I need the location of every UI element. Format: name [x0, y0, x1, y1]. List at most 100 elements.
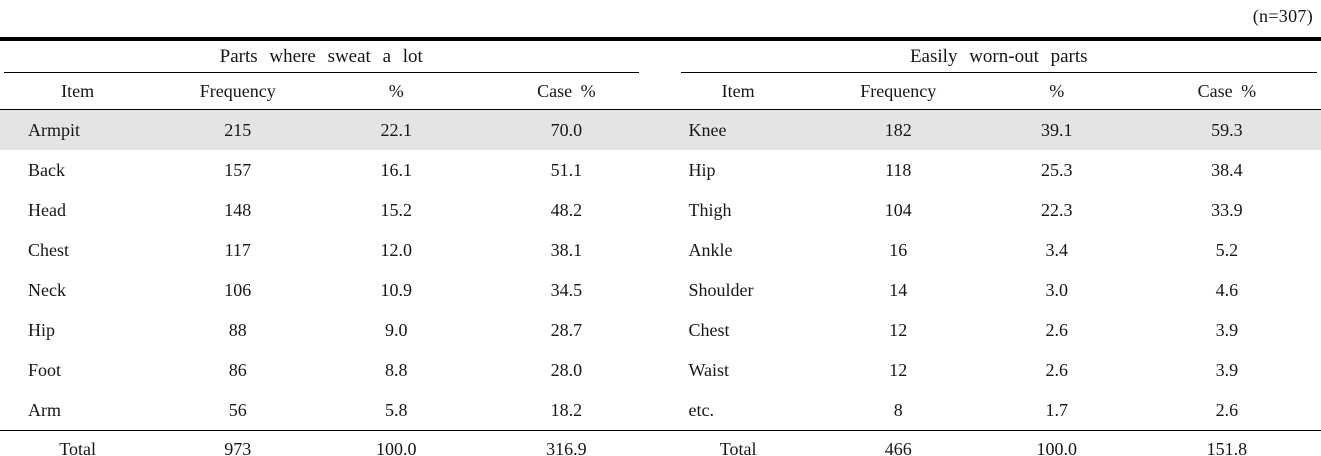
cell-case-percent: 4.6	[1215, 279, 1239, 300]
cell-percent: 12.0	[380, 239, 413, 260]
total-label: Total	[660, 430, 816, 456]
cell-percent: 10.9	[380, 279, 413, 300]
column-header-row: Item Frequency % Case %	[660, 73, 1321, 110]
cell-percent: 8.8	[385, 359, 408, 380]
table-row: Head 148 15.2 48.2	[0, 190, 661, 230]
cell-frequency: 106	[224, 279, 252, 300]
cell-frequency: 88	[228, 319, 247, 340]
col-header-percent: %	[320, 73, 473, 110]
cell-item: Chest	[688, 319, 730, 340]
total-row: Total 466 100.0 151.8	[660, 430, 1321, 456]
section-worn-out-parts: Easily worn-out parts Item Frequency % C…	[660, 41, 1321, 456]
worn-out-parts-table: Item Frequency % Case % Knee 182 39.1 59…	[660, 73, 1321, 456]
section-title-sweat: Parts where sweat a lot	[4, 41, 639, 73]
table-row: Shoulder 14 3.0 4.6	[661, 270, 1321, 310]
cell-frequency: 12	[889, 319, 908, 340]
cell-percent: 5.8	[385, 399, 408, 420]
cell-item: Hip	[688, 159, 716, 180]
cell-percent: 3.0	[1045, 279, 1069, 300]
cell-frequency: 104	[884, 199, 912, 220]
cell-percent: 22.1	[380, 119, 413, 140]
cell-item: Shoulder	[688, 279, 754, 300]
cell-frequency: 8	[893, 399, 903, 420]
table-row: Arm 56 5.8 18.2	[0, 390, 661, 431]
table-row: Thigh 104 22.3 33.9	[661, 190, 1321, 230]
cell-case-percent: 18.2	[550, 399, 583, 420]
table-row: Chest 12 2.6 3.9	[661, 310, 1321, 350]
cell-case-percent: 70.0	[550, 119, 583, 140]
cell-item: Back	[28, 159, 65, 180]
cell-percent: 2.6	[1045, 359, 1069, 380]
cell-case-percent: 28.7	[550, 319, 583, 340]
total-frequency: 973	[155, 430, 321, 456]
cell-item: Armpit	[28, 119, 80, 140]
column-header-row: Item Frequency % Case %	[0, 73, 661, 110]
table-row: Armpit 215 22.1 70.0	[0, 109, 661, 150]
cell-item: Chest	[28, 239, 70, 260]
cell-item: Foot	[28, 359, 62, 380]
section-title-worn-out: Easily worn-out parts	[680, 41, 1317, 73]
section-sweat-parts: Parts where sweat a lot Item Frequency %…	[0, 41, 661, 456]
cell-percent: 16.1	[380, 159, 413, 180]
cell-frequency: 182	[884, 119, 912, 140]
cell-frequency: 148	[224, 199, 252, 220]
cell-case-percent: 2.6	[1215, 399, 1239, 420]
table-row: Back 157 16.1 51.1	[0, 150, 661, 190]
cell-percent: 22.3	[1041, 199, 1073, 220]
total-frequency: 466	[815, 430, 981, 456]
cell-percent: 1.7	[1045, 399, 1069, 420]
cell-case-percent: 33.9	[1211, 199, 1243, 220]
cell-frequency: 16	[889, 239, 908, 260]
cell-case-percent: 48.2	[550, 199, 583, 220]
total-case-percent: 151.8	[1132, 430, 1321, 456]
cell-item: Arm	[28, 399, 61, 420]
cell-item: Hip	[28, 319, 55, 340]
col-header-item: Item	[0, 73, 156, 110]
table-row: Ankle 16 3.4 5.2	[661, 230, 1321, 270]
cell-case-percent: 5.2	[1215, 239, 1239, 260]
cell-item: Knee	[688, 119, 727, 140]
cell-item: Thigh	[688, 199, 732, 220]
total-percent: 100.0	[980, 430, 1133, 456]
cell-item: Head	[28, 199, 66, 220]
table-row: etc. 8 1.7 2.6	[661, 390, 1321, 431]
table-row: Waist 12 2.6 3.9	[661, 350, 1321, 390]
col-header-item: Item	[660, 73, 816, 110]
col-header-case-percent: Case %	[472, 73, 661, 110]
table-row: Foot 86 8.8 28.0	[0, 350, 661, 390]
total-percent: 100.0	[320, 430, 473, 456]
total-row: Total 973 100.0 316.9	[0, 430, 661, 456]
cell-item: Ankle	[688, 239, 733, 260]
sample-size-note: (n=307)	[1252, 6, 1313, 26]
cell-case-percent: 28.0	[550, 359, 583, 380]
cell-frequency: 14	[889, 279, 908, 300]
cell-item: Neck	[28, 279, 66, 300]
cell-case-percent: 34.5	[550, 279, 583, 300]
cell-frequency: 118	[885, 159, 912, 180]
cell-item: etc.	[688, 399, 714, 420]
table-row: Hip 88 9.0 28.7	[0, 310, 661, 350]
cell-frequency: 117	[224, 239, 251, 260]
cell-frequency: 157	[224, 159, 252, 180]
table-row: Neck 106 10.9 34.5	[0, 270, 661, 310]
cell-frequency: 56	[228, 399, 247, 420]
table-row: Chest 117 12.0 38.1	[0, 230, 661, 270]
col-header-frequency: Frequency	[155, 73, 321, 110]
cell-case-percent: 51.1	[550, 159, 583, 180]
total-label: Total	[0, 430, 156, 456]
cell-percent: 9.0	[385, 319, 408, 340]
total-case-percent: 316.9	[472, 430, 661, 456]
cell-percent: 2.6	[1045, 319, 1069, 340]
cell-frequency: 86	[228, 359, 247, 380]
table-row: Hip 118 25.3 38.4	[661, 150, 1321, 190]
cell-percent: 3.4	[1045, 239, 1069, 260]
cell-item: Waist	[688, 359, 730, 380]
cell-case-percent: 38.1	[550, 239, 583, 260]
cell-percent: 15.2	[380, 199, 413, 220]
cell-percent: 25.3	[1041, 159, 1073, 180]
cell-frequency: 12	[889, 359, 908, 380]
table-row: Knee 182 39.1 59.3	[660, 109, 1321, 150]
col-header-percent: %	[980, 73, 1133, 110]
col-header-frequency: Frequency	[815, 73, 981, 110]
